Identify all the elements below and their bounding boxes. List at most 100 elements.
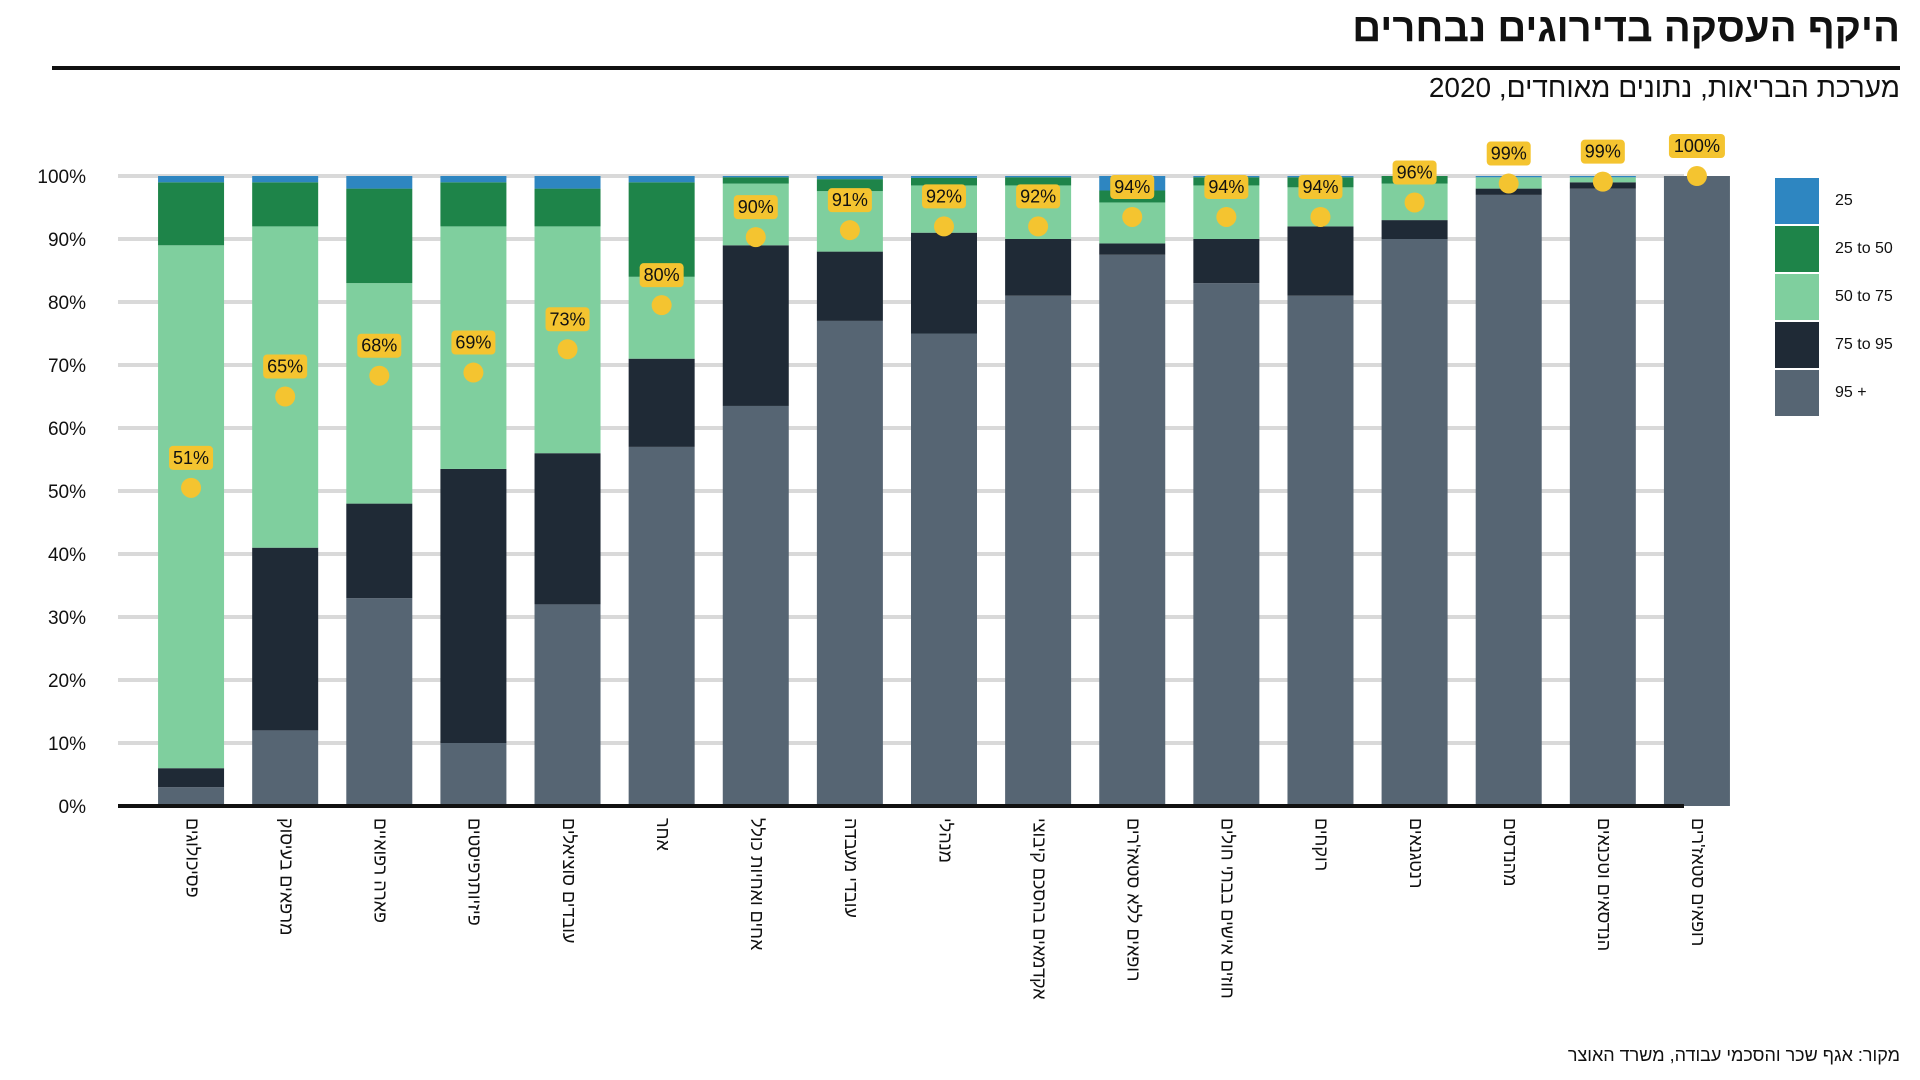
legend-swatch [1775, 274, 1819, 320]
bar-segment [158, 176, 225, 183]
legend-item-25: 25 [1775, 178, 1895, 224]
bar-segment [1005, 177, 1072, 186]
legend-item-50-to-75: 50 to 75 [1775, 274, 1895, 320]
bar-segment [1475, 194, 1542, 806]
marker-label: 99% [1585, 142, 1621, 162]
y-tick-label: 30% [48, 608, 86, 629]
x-category-label: עובדי מעבדה [841, 818, 861, 918]
y-tick-label: 40% [48, 545, 86, 566]
marker-point [557, 339, 578, 360]
bar-segment [1099, 243, 1166, 255]
bar-segment [722, 245, 789, 406]
marker-point [1310, 206, 1331, 227]
x-category-label: מרפאים בעיסוק [276, 818, 296, 936]
marker-label: 94% [1208, 177, 1244, 197]
y-tick-label: 0% [59, 797, 87, 818]
bar-segment [628, 276, 695, 359]
x-category-label: רופאים ללא סטאז'רים [1123, 818, 1143, 982]
marker-label-box [1016, 184, 1061, 209]
bar-segment [628, 182, 695, 277]
marker-point [1028, 216, 1049, 237]
y-tick-label: 70% [48, 356, 86, 377]
marker-label: 99% [1491, 144, 1527, 164]
marker-label-box [922, 184, 966, 209]
bar-segment [911, 232, 977, 334]
bar-segment [440, 182, 507, 227]
bar-segment [534, 176, 601, 189]
bar-segment [440, 176, 507, 183]
title-rule [52, 66, 1900, 70]
marker-point [1216, 206, 1237, 227]
legend-item-95-plus: 95 + [1775, 370, 1895, 416]
bar-segment [252, 730, 319, 806]
x-category-label: אחר [653, 818, 673, 851]
marker-point [369, 365, 390, 386]
bar-segment [911, 176, 977, 178]
marker-point [1686, 166, 1707, 186]
bar-segment [1287, 226, 1354, 296]
x-category-label: מנהלי [935, 818, 955, 863]
marker-point [745, 227, 766, 248]
bar-segment [1005, 239, 1072, 296]
x-category-label: אחים ואחיות כולל [747, 818, 767, 951]
bar-segment [1381, 239, 1448, 806]
marker-label: 92% [1020, 186, 1056, 206]
bar-segment [1193, 283, 1260, 807]
chart-subtitle: מערכת הבריאות, נתונים מאוחדים, 2020 [1428, 72, 1900, 103]
marker-label-box [1668, 134, 1725, 158]
bar-segment [1663, 176, 1730, 806]
marker-label: 100% [1674, 136, 1720, 156]
marker-label: 96% [1397, 162, 1433, 182]
bar-segment [1099, 254, 1166, 806]
marker-label-box [639, 263, 684, 288]
marker-point [934, 216, 954, 237]
bar-segment [1193, 239, 1260, 284]
marker-point [275, 386, 296, 407]
legend-label: 25 [1835, 192, 1853, 209]
legend-label: 95 + [1835, 384, 1867, 401]
bar-segment [346, 283, 413, 504]
x-category-label: חוזים אישים בבתי חולים [1218, 818, 1238, 999]
marker-label: 80% [644, 265, 680, 285]
bar-segment [911, 333, 977, 806]
y-tick-label: 10% [48, 734, 86, 755]
bar-segment [628, 446, 695, 806]
marker-label-box [263, 354, 308, 379]
marker-label-box [827, 188, 872, 213]
marker-label: 94% [1302, 177, 1338, 197]
x-category-label: פסיכולוגים [182, 818, 202, 898]
bar-segment [158, 245, 225, 769]
bar-segment [1005, 176, 1072, 178]
bar-segment [816, 320, 883, 806]
bar-segment [346, 598, 413, 806]
bar-segment [252, 176, 319, 183]
x-category-label: מהנדסים [1500, 818, 1520, 887]
bar-segment [158, 787, 225, 806]
marker-label-box [451, 330, 496, 355]
marker-label-box [1204, 174, 1249, 199]
chart-title: היקף העסקה בדירוגים נבחרים [1352, 6, 1900, 50]
marker-label: 51% [173, 448, 209, 468]
bar-segment [722, 176, 789, 178]
bar-segment [346, 176, 413, 189]
marker-point [1592, 171, 1613, 192]
legend-item-75-to-95: 75 to 95 [1775, 322, 1895, 368]
marker-label: 65% [267, 357, 303, 377]
bar-segment [346, 503, 413, 599]
marker-point [839, 220, 860, 241]
y-tick-label: 100% [37, 167, 86, 188]
x-category-label: הנדסאים וטכנאים [1594, 818, 1614, 951]
marker-label-box [1580, 139, 1625, 164]
marker-label-box [1392, 160, 1437, 185]
bar-segment [534, 188, 601, 227]
bar-segment [911, 177, 977, 186]
marker-label: 92% [926, 186, 962, 206]
bar-segment [722, 405, 789, 806]
marker-label-box [733, 195, 778, 220]
marker-label: 94% [1114, 177, 1150, 197]
marker-label: 91% [832, 190, 868, 210]
bar-segment [534, 604, 601, 806]
marker-label-box [1486, 141, 1531, 166]
marker-point [1404, 192, 1425, 213]
